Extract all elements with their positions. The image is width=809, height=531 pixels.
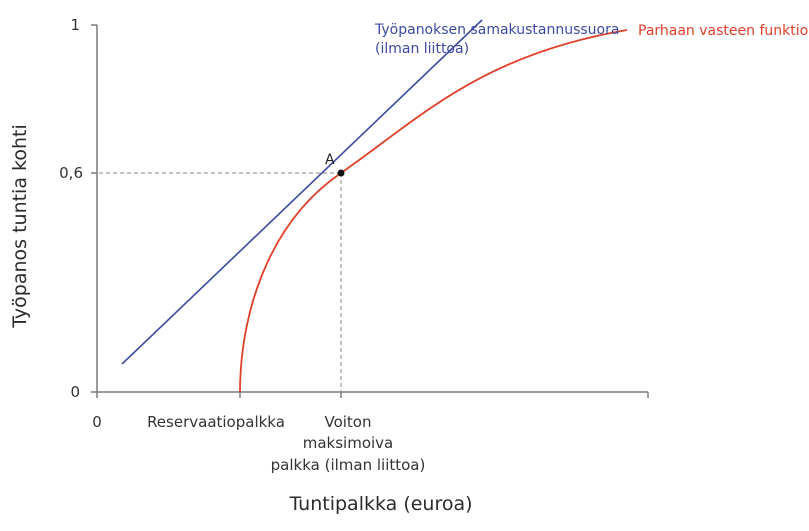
- isocost-label-line1: Työpanoksen samakustannussuora: [374, 22, 619, 38]
- x-tick-label-profit-max-line1: Voiton: [324, 413, 371, 431]
- axes: [91, 24, 649, 398]
- x-axis-title: Tuntipalkka (euroa): [288, 493, 472, 515]
- y-tick-label-06: 0,6: [59, 164, 83, 182]
- best-response-label: Parhaan vasteen funktio: [638, 23, 808, 39]
- isocost-label-line2: (ilman liittoa): [375, 41, 469, 57]
- x-tick-label-profit-max-line2: maksimoiva: [303, 434, 394, 452]
- x-tick-label-0: 0: [92, 413, 102, 431]
- y-tick-label-1: 1: [70, 16, 80, 34]
- isocost-line: [121, 19, 483, 365]
- y-axis-title: Työpanos tuntia kohti: [9, 124, 31, 329]
- x-tick-label-reservation: Reservaatiopalkka: [147, 413, 285, 431]
- x-tick-label-profit-max-line3: palkka (ilman liittoa): [271, 456, 426, 474]
- best-response-curve: [239, 29, 628, 393]
- y-tick-label-0: 0: [70, 383, 80, 401]
- point-a-marker: [337, 169, 345, 177]
- point-a-label: A: [325, 152, 335, 168]
- guide-lines: [99, 172, 342, 392]
